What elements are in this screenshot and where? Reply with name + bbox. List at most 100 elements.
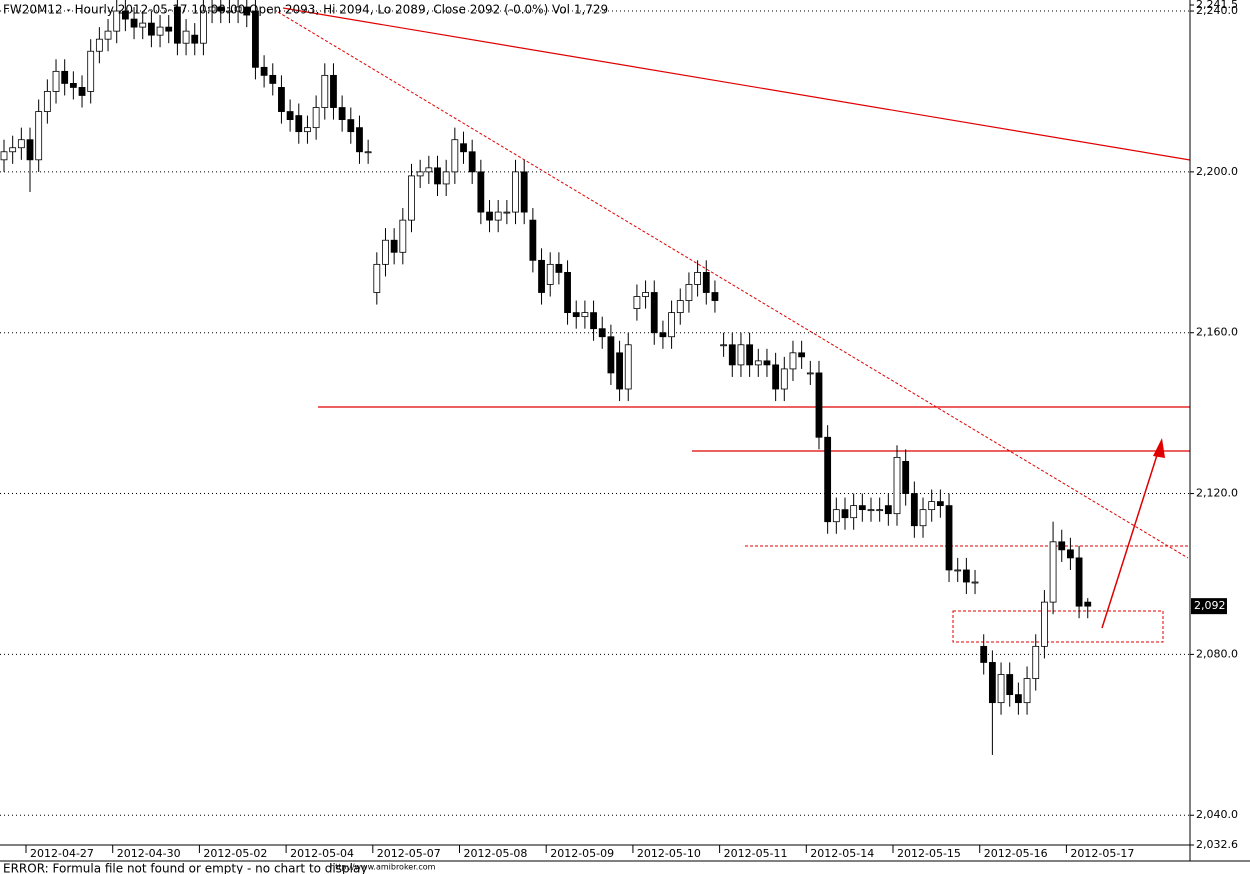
- candle-body: [650, 292, 658, 334]
- candle-body: [382, 239, 389, 265]
- candle-body: [919, 509, 927, 527]
- candle-body: [555, 263, 563, 273]
- candle-body: [1067, 549, 1074, 559]
- candle-body: [581, 312, 589, 318]
- candle-body: [17, 139, 25, 149]
- candle-body: [130, 18, 138, 28]
- candle-body: [156, 26, 164, 36]
- candle-body: [824, 436, 832, 523]
- candle-body: [954, 569, 962, 572]
- candle-body: [971, 581, 979, 584]
- candle-body: [997, 674, 1005, 704]
- candle-body: [1084, 601, 1092, 607]
- y-tick-label: 2,032.6: [1196, 838, 1238, 851]
- candle-body: [876, 509, 884, 512]
- candle-body: [113, 10, 121, 32]
- candle-body: [832, 509, 840, 523]
- candle-body: [191, 34, 199, 44]
- candles: [0, 0, 1092, 755]
- candle-body: [763, 360, 771, 366]
- candle-body: [780, 368, 788, 390]
- candle-body: [165, 26, 173, 32]
- candle-body: [139, 22, 147, 28]
- candle-body: [460, 143, 467, 153]
- candle-body: [243, 6, 251, 16]
- candle-body: [347, 119, 355, 133]
- candle-body: [520, 171, 528, 213]
- candle-body: [52, 70, 60, 92]
- x-tick-label: 2012-05-07: [377, 847, 441, 860]
- y-tick-label: 2,200.0: [1196, 165, 1238, 178]
- candle-body: [494, 211, 502, 221]
- candle-body: [1075, 557, 1083, 607]
- x-tick-label: 2012-05-17: [1070, 847, 1134, 860]
- candle-body: [1023, 678, 1031, 704]
- candle-body: [425, 167, 433, 173]
- candle-body: [789, 352, 797, 370]
- candle-body: [442, 171, 450, 185]
- candle-body: [893, 456, 901, 515]
- candle-body: [399, 219, 407, 253]
- candle-body: [9, 147, 17, 153]
- chart-title: FW20M12 - Hourly 2012-05-17 10:00:00 Ope…: [3, 3, 608, 17]
- candle-body: [676, 300, 684, 314]
- candle-body: [486, 211, 493, 221]
- candle-body: [200, 10, 207, 44]
- candle-body: [95, 38, 103, 52]
- x-tick-label: 2012-05-02: [203, 847, 267, 860]
- candle-body: [798, 352, 806, 358]
- candle-body: [356, 127, 363, 153]
- candle-body: [685, 284, 693, 301]
- candle-body: [928, 501, 936, 511]
- candle-body: [642, 292, 649, 297]
- x-tick-label: 2012-05-11: [724, 847, 788, 860]
- candle-body: [910, 493, 918, 527]
- footer-error: ERROR: Formula file not found or empty -…: [3, 862, 367, 874]
- candle-body: [720, 344, 728, 347]
- candle-body: [841, 509, 849, 519]
- candle-body: [988, 662, 996, 704]
- candle-body: [104, 30, 112, 40]
- candle-body: [867, 509, 875, 512]
- candle-body: [477, 171, 485, 213]
- x-tick-label: 2012-05-15: [897, 847, 961, 860]
- candle-body: [754, 360, 762, 366]
- x-tick-label: 2012-04-30: [117, 847, 181, 860]
- y-tick-label: 2,240.0: [1196, 4, 1238, 17]
- candle-body: [564, 272, 571, 314]
- candle-body: [616, 352, 623, 390]
- candle-body: [451, 139, 459, 173]
- candle-body: [772, 364, 780, 390]
- candle-body: [147, 22, 155, 36]
- candle-body: [364, 151, 372, 154]
- candle-body: [234, 6, 242, 12]
- candle-body: [815, 372, 823, 438]
- y-tick-label: 2,040.0: [1196, 808, 1238, 821]
- x-tick-label: 2012-05-10: [637, 847, 701, 860]
- candle-body: [546, 263, 554, 285]
- x-tick-label: 2012-05-14: [810, 847, 874, 860]
- candle-body: [529, 219, 537, 261]
- candle-body: [434, 167, 441, 185]
- candle-body: [295, 115, 303, 133]
- candle-body: [312, 107, 320, 129]
- candle-body: [390, 239, 398, 253]
- candle-body: [252, 10, 259, 68]
- price-marker-box: [1191, 598, 1227, 615]
- trend-line: [282, 7, 1191, 161]
- candle-body: [208, 6, 216, 12]
- candle-body: [858, 505, 866, 511]
- y-tick-label: 2,160.0: [1196, 326, 1238, 339]
- candle-body: [503, 211, 511, 214]
- candle-body: [902, 460, 910, 494]
- candle-body: [416, 171, 424, 177]
- zone-box: [952, 610, 1164, 643]
- candle-body: [468, 151, 476, 173]
- candle-body: [746, 344, 754, 366]
- candle-body: [330, 74, 337, 108]
- candle-body: [1041, 601, 1048, 647]
- candle-body: [936, 501, 944, 507]
- candle-body: [321, 74, 329, 108]
